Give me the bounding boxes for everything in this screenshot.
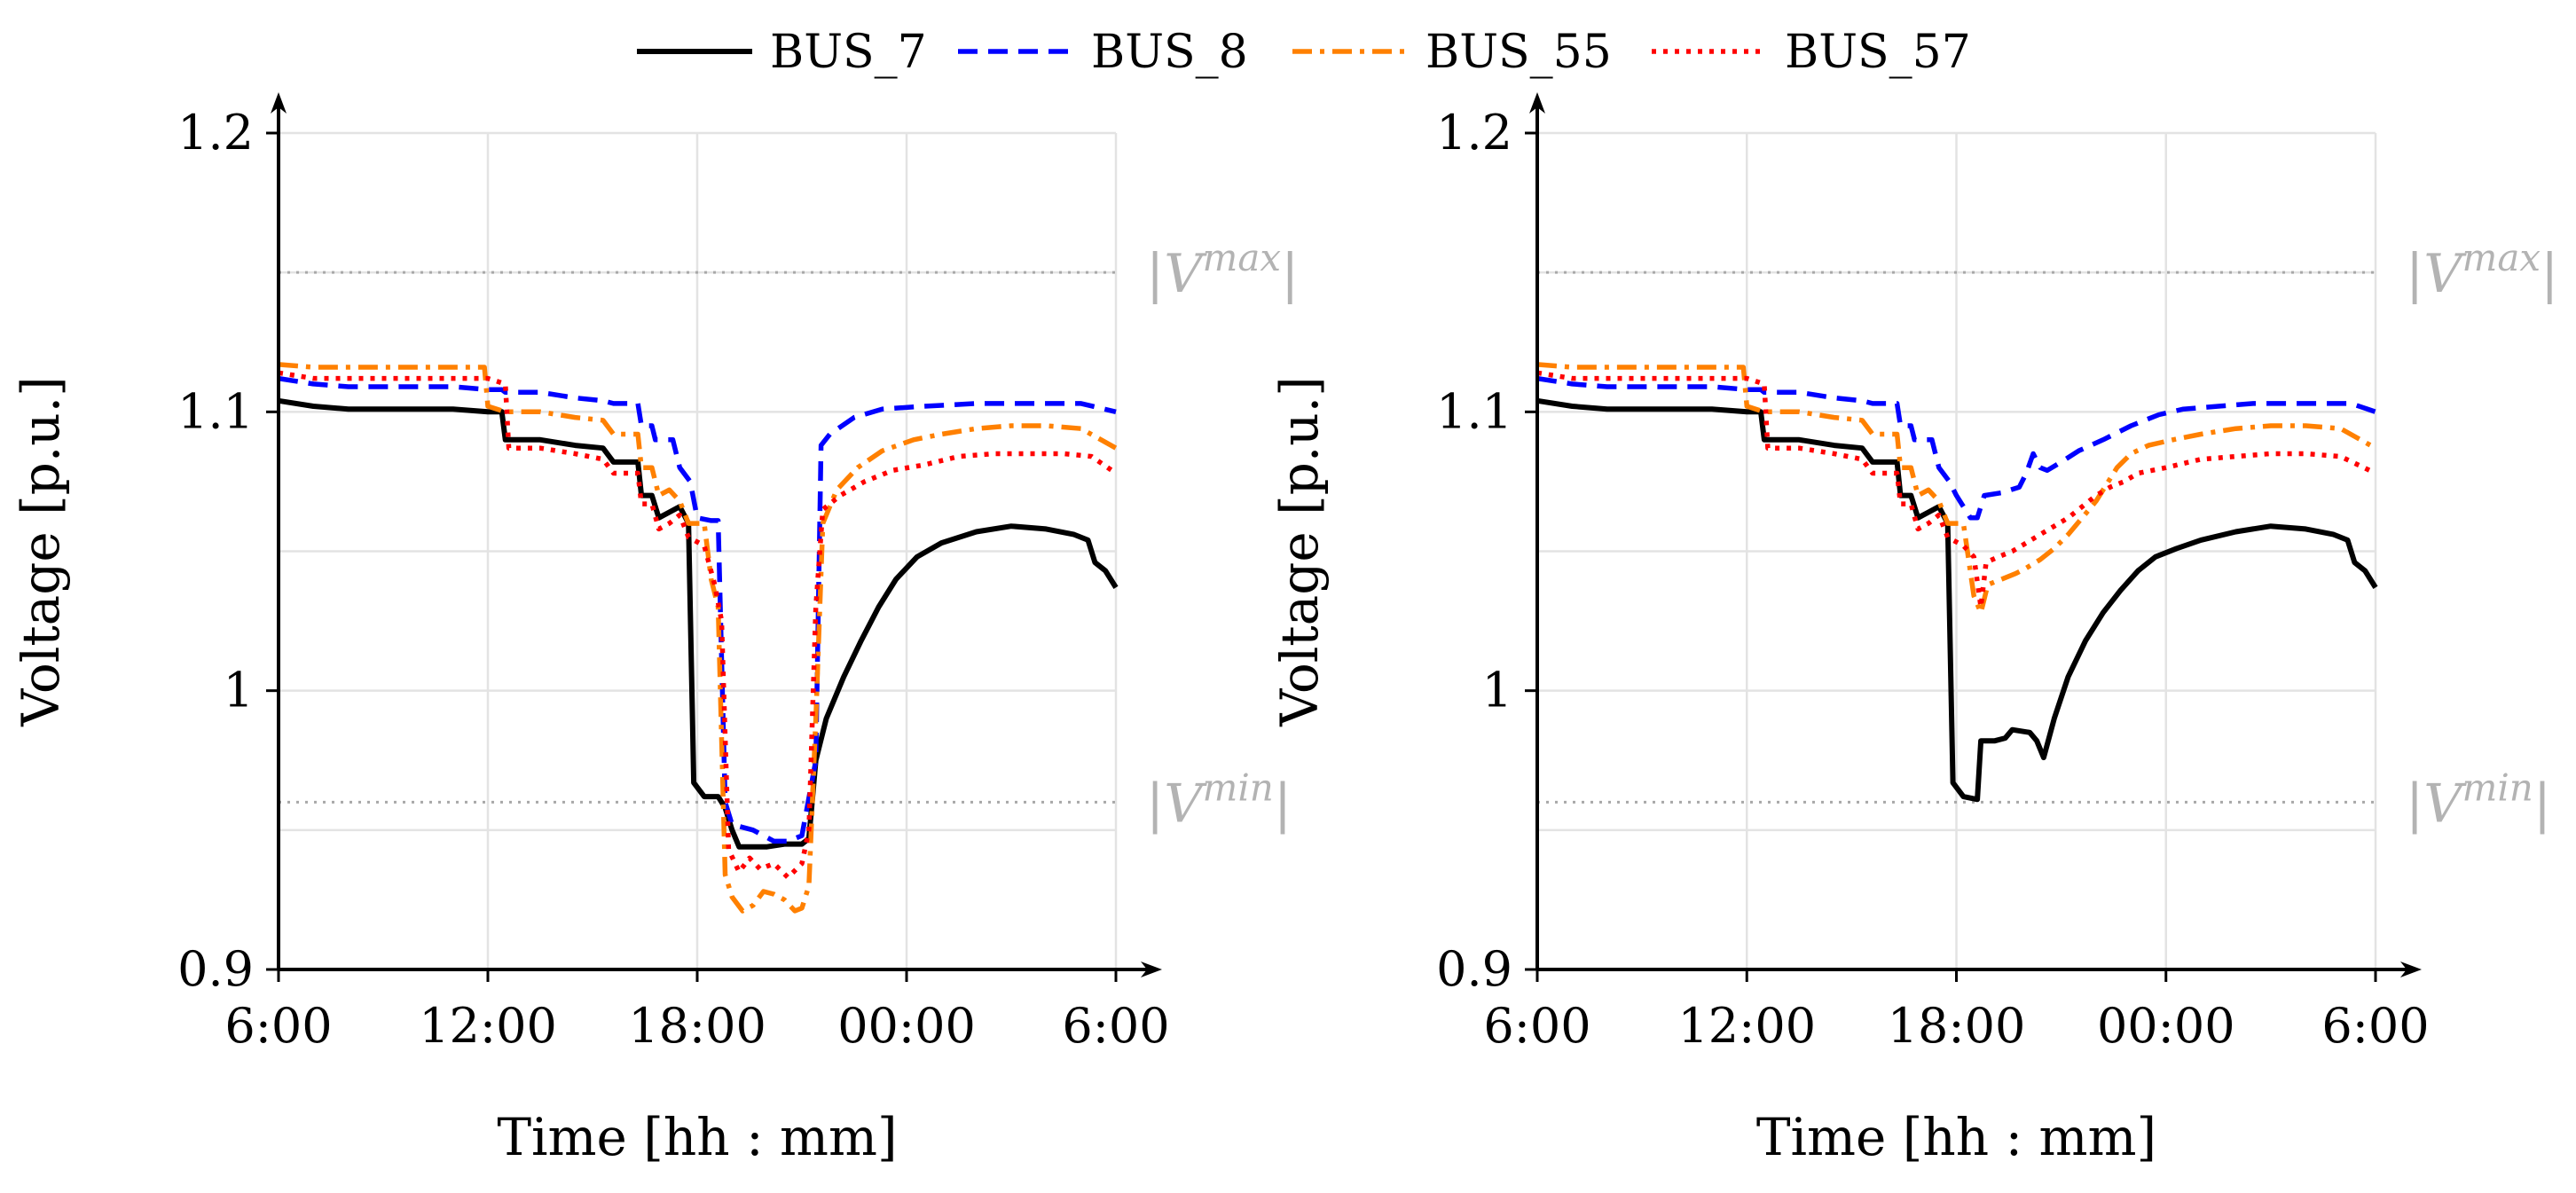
x-tick-label: 18:00 <box>628 998 766 1054</box>
x-tick-label: 18:00 <box>1888 998 2026 1054</box>
legend-label: BUS_57 <box>1785 26 1971 79</box>
x-axis-arrow-icon <box>2400 961 2422 977</box>
x-tick-label: 00:00 <box>837 998 976 1054</box>
series-group <box>278 362 1119 914</box>
y-tick-label: 0.9 <box>1436 941 1512 997</box>
series-line-bus-8 <box>278 375 1117 844</box>
x-axis-title: Time [hh : mm] <box>497 1107 897 1167</box>
series-line-bus-57 <box>1536 370 2377 610</box>
series-group <box>1536 362 2378 803</box>
series-line-bus-7 <box>1536 397 2378 803</box>
right-voltage-chart: |Vmax| |Vmin| 0.9 1 1.1 1.2 6:00 12:00 18:00 00:0… <box>1269 92 2558 1167</box>
x-tick-label: 6:00 <box>1483 998 1590 1054</box>
legend-label: BUS_55 <box>1425 26 1612 79</box>
y-axis-title: Voltage [p.u.] <box>1269 376 1330 726</box>
grid <box>1537 131 2377 969</box>
y-tick-label: 1.2 <box>1436 105 1512 161</box>
y-axis-arrow-icon <box>1529 92 1545 114</box>
x-axis-arrow-icon <box>1141 961 1162 977</box>
x-tick-label: 6:00 <box>224 998 332 1054</box>
legend-label: BUS_7 <box>770 26 927 79</box>
x-axis-title: Time [hh : mm] <box>1756 1107 2156 1167</box>
y-axis-title: Voltage [p.u.] <box>11 376 71 726</box>
legend: BUS_7 BUS_8 BUS_55 BUS_57 <box>637 26 1971 79</box>
x-tick-label: 12:00 <box>1677 998 1816 1054</box>
legend-item-bus-55: BUS_55 <box>1292 26 1612 79</box>
y-tick-label: 1.2 <box>177 105 254 161</box>
y-tick-label: 1.1 <box>1436 383 1512 439</box>
vmax-label: |Vmax| <box>2406 236 2558 305</box>
vmax-label: |Vmax| <box>1146 236 1299 305</box>
voltage-limits: |Vmax| |Vmin| <box>1537 236 2558 835</box>
x-tick-label: 12:00 <box>419 998 557 1054</box>
legend-item-bus-8: BUS_8 <box>958 26 1248 79</box>
legend-label: BUS_8 <box>1091 26 1248 79</box>
legend-item-bus-57: BUS_57 <box>1652 26 1971 79</box>
y-tick-label: 0.9 <box>177 941 254 997</box>
vmin-label: |Vmin| <box>2406 765 2551 835</box>
grid <box>279 131 1118 969</box>
voltage-limits: |Vmax| |Vmin| <box>279 236 1299 835</box>
axes: 0.9 1 1.1 1.2 6:00 12:00 18:00 00:00 6:00 <box>177 92 1170 1054</box>
series-line-bus-8 <box>1536 375 2376 521</box>
legend-item-bus-7: BUS_7 <box>637 26 927 79</box>
y-tick-label: 1 <box>1482 663 1512 718</box>
left-voltage-chart: |Vmax| |Vmin| 0.9 1 1.1 1.2 6:00 12:00 18:00 00:0… <box>11 92 1299 1167</box>
x-tick-label: 6:00 <box>1062 998 1169 1054</box>
series-line-bus-55 <box>1536 362 2377 616</box>
y-axis-arrow-icon <box>271 92 287 114</box>
y-tick-label: 1 <box>224 663 254 718</box>
axes: 0.9 1 1.1 1.2 6:00 12:00 18:00 00:00 6:00 <box>1436 92 2430 1054</box>
x-tick-label: 00:00 <box>2097 998 2235 1054</box>
x-tick-label: 6:00 <box>2321 998 2429 1054</box>
vmin-label: |Vmin| <box>1146 765 1292 835</box>
y-tick-label: 1.1 <box>177 383 254 439</box>
